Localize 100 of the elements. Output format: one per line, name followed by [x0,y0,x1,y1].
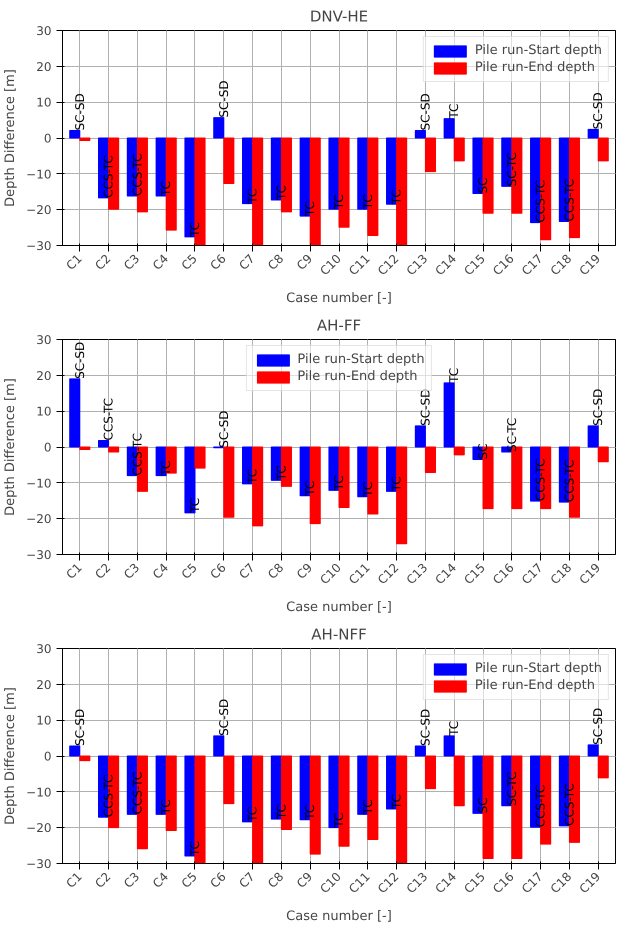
bar [213,735,224,756]
annotation: SC [476,797,490,814]
x-tick-label: C7 [236,252,258,273]
y-axis-title: Depth Difference [m] [3,69,18,207]
bar [588,128,599,138]
x-tick-label: C7 [236,870,258,891]
annotation: TC [332,194,346,210]
bar [79,138,90,142]
bar [444,735,455,756]
annotation: CCS-TC [562,178,576,222]
legend-label: Pile run-Start depth [474,661,602,676]
bar [454,446,465,456]
y-tick-label: −10 [26,167,52,182]
x-axis-title: Case number [-] [286,909,392,924]
x-tick-label: C9 [294,870,316,891]
y-tick-label: −20 [26,821,52,836]
y-tick-label: −30 [26,548,52,562]
y-tick-label: −30 [26,239,52,253]
annotation: CCS-TC [130,772,144,814]
x-tick-label: C5 [178,560,200,582]
bar [414,425,426,448]
bar [444,118,455,138]
legend-label: Pile run-End depth [297,369,418,384]
bar [598,446,609,462]
x-tick-label: C2 [92,560,114,582]
annotation: TC [447,720,462,737]
y-tick-label: 10 [36,714,52,728]
x-tick-label: C8 [265,870,286,891]
bar [454,138,465,162]
bar [414,745,426,756]
bar [424,446,436,473]
annotation: TC [246,468,260,485]
x-tick-label: C2 [92,252,114,273]
annotation: SC-TC [504,418,519,452]
x-tick-label: C10 [317,252,344,278]
x-tick-label: C10 [317,560,344,588]
annotation: SC-SD [418,93,432,130]
y-tick-label: 0 [44,440,52,454]
annotation: SC-SD [72,708,87,746]
x-tick-label: C10 [317,870,344,896]
x-tick-label: C16 [490,560,517,588]
annotation: TC [303,804,318,821]
bar [108,446,120,453]
x-tick-label: C6 [208,870,229,891]
bar [598,138,609,162]
x-tick-label: C13 [404,870,430,896]
x-axis-title: Case number [-] [286,291,392,306]
x-tick-label: C19 [576,560,604,588]
y-tick-label: −20 [26,512,52,526]
x-tick-label: C5 [178,252,200,273]
y-tick-label: −20 [26,203,52,218]
x-tick-label: C19 [576,870,604,896]
bar [424,756,436,790]
annotation: SC-SD [216,698,231,736]
x-tick-label: C9 [294,252,316,273]
annotation: SC [476,178,490,194]
legend-label: Pile run-End depth [474,678,595,693]
annotation: CCS-TC [534,180,548,223]
annotation: TC [188,840,202,857]
y-tick-label: 20 [36,60,52,74]
x-tick-label: C15 [461,870,488,896]
x-tick-label: C2 [92,870,114,891]
legend-label: Pile run-Start depth [297,352,425,367]
annotation: TC [332,475,346,492]
x-tick-label: C9 [294,560,316,582]
bar [223,756,234,804]
bar [69,745,80,756]
annotation: TC [447,368,462,384]
x-tick-label: C4 [150,560,172,582]
annotation: TC [188,498,202,514]
x-tick-label: C11 [346,252,373,278]
x-tick-label: C1 [64,560,85,582]
annotation: CCS-TC [102,398,116,441]
annotation: TC [274,804,288,820]
annotation: SC-SD [418,388,432,426]
y-tick-label: 0 [44,750,52,764]
x-tick-label: C13 [404,252,430,278]
y-tick-label: 0 [44,132,52,146]
bar [79,756,90,762]
y-tick-label: −30 [26,857,52,871]
bar [424,138,436,172]
bar [223,138,234,184]
bar [223,446,234,518]
x-tick-label: C14 [432,560,460,588]
annotation: TC [188,222,202,238]
x-tick-label: C8 [265,560,286,582]
annotation: TC [303,480,318,497]
y-tick-label: 20 [36,368,52,383]
annotation: TC [159,799,174,816]
bar [69,378,80,448]
y-tick-label: −10 [26,476,52,490]
bar [69,130,80,138]
annotation: CCS-TC [562,460,576,502]
bar [454,756,465,806]
chart-title: DNV-HE [310,8,368,26]
y-tick-label: 10 [36,96,52,110]
y-tick-label: 20 [36,678,52,692]
annotation: SC-TC [504,772,519,806]
bar [194,446,206,469]
x-tick-label: C13 [404,560,430,588]
